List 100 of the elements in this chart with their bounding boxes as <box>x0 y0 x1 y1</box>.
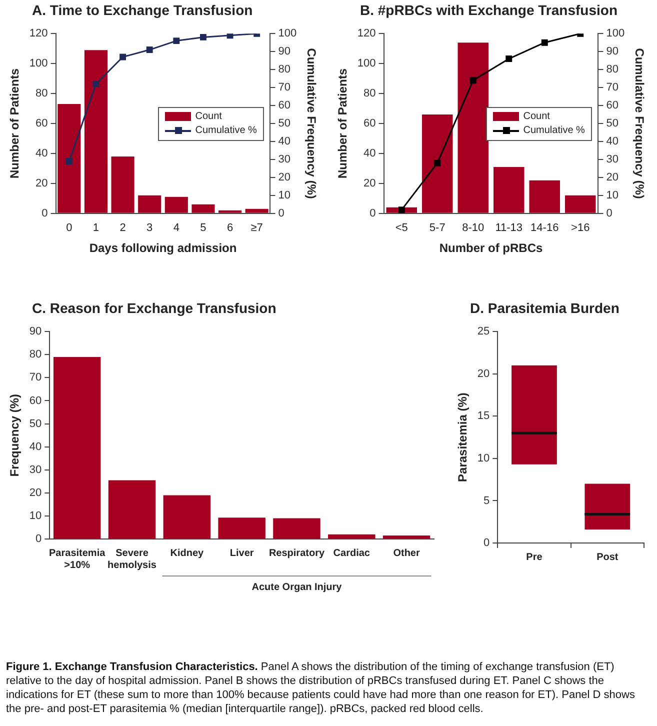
y-tick-label: 40 <box>36 148 48 160</box>
bar <box>382 536 430 538</box>
bar <box>138 195 162 213</box>
chart-title: B. #pRBCs with Exchange Transfusion <box>359 2 618 20</box>
bar <box>565 195 596 213</box>
y-tick-label: 70 <box>29 372 42 384</box>
bar <box>164 196 188 213</box>
x-tick-label: Kidney <box>170 548 204 559</box>
x-tick-label: Liver <box>230 548 254 559</box>
y-tick-label: 120 <box>357 28 376 40</box>
y2-tick-label: 60 <box>278 100 290 112</box>
y-tick-label: 20 <box>29 486 42 499</box>
y2-tick-label: 100 <box>278 28 297 40</box>
chart-title: C. Reason for Exchange Transfusion <box>31 300 278 318</box>
bar <box>53 356 101 538</box>
x-tick-label: 4 <box>173 222 180 234</box>
x-tick-label: 14-16 <box>530 222 559 234</box>
point <box>226 34 234 39</box>
y-tick-label: 20 <box>477 368 490 380</box>
point <box>506 56 512 62</box>
x-tick-label: Parasitemia >10% <box>49 548 106 571</box>
y-tick-label: 80 <box>36 88 48 100</box>
bar <box>108 480 156 538</box>
x-tick-label: 3 <box>146 222 153 234</box>
bar <box>529 180 560 213</box>
y2-tick-label: 100 <box>606 28 625 40</box>
bar <box>111 156 134 213</box>
x-tick-label: 6 <box>226 222 234 234</box>
x-tick-label: Respiratory <box>268 548 325 559</box>
y-tick-label: 0 <box>36 533 42 546</box>
chart-title: D. Parasitemia Burden <box>469 300 620 318</box>
text: Acute Organ Injury <box>252 582 342 593</box>
x-tick-label: 5-7 <box>429 222 446 234</box>
x-tick-label: 5 <box>200 222 206 234</box>
point <box>398 206 405 214</box>
y2-tick-label: 30 <box>606 153 618 166</box>
y2-tick-label: 50 <box>278 118 290 130</box>
legend-label: Cumulative % <box>523 125 585 136</box>
y-tick-label: 60 <box>29 394 42 407</box>
bar <box>422 114 453 213</box>
x-tick-label: 11-13 <box>495 222 523 234</box>
y-tick-label: 20 <box>36 177 48 190</box>
y-axis-title: Number of Patients <box>336 68 350 179</box>
bar <box>328 534 376 538</box>
y-tick-label: 25 <box>477 326 490 338</box>
y2-tick-label: 70 <box>606 82 618 94</box>
y2-tick-label: 10 <box>606 189 618 202</box>
x-tick-label: 8-10 <box>462 222 484 234</box>
point <box>66 158 72 164</box>
y-tick-label: 20 <box>364 177 376 190</box>
y2-tick-label: 20 <box>606 171 618 184</box>
y2-tick-label: 20 <box>278 171 290 184</box>
x-tick-label: Other <box>393 548 420 559</box>
point <box>434 160 441 166</box>
y2-tick-label: 0 <box>278 207 284 220</box>
point <box>200 34 206 40</box>
bar <box>192 204 215 213</box>
bar <box>273 518 320 538</box>
caption: Figure 1. Exchange Transfusion Characteristics. <box>6 661 258 673</box>
y-tick-label: 50 <box>29 418 42 430</box>
x-tick-label: Post <box>596 552 619 563</box>
y-tick-label: 0 <box>370 207 376 220</box>
chart-title: A. Time to Exchange Transfusion <box>31 2 254 20</box>
legend-label: Count <box>195 111 222 122</box>
x-tick-label: <5 <box>395 222 408 234</box>
y2-tick-label: 70 <box>278 82 290 94</box>
legend-label: Cumulative % <box>195 125 257 136</box>
y2-axis-title: Cumulative Frequency (%) <box>304 48 318 199</box>
bar <box>84 50 108 213</box>
x-tick-label: Pre <box>526 552 543 563</box>
bar <box>245 208 268 213</box>
x-tick-label: Cardiac <box>333 548 370 559</box>
y-tick-label: 100 <box>29 58 48 70</box>
y-axis-title: Frequency (%) <box>8 394 22 477</box>
point <box>120 54 126 60</box>
bar <box>218 518 266 538</box>
y-tick-label: 120 <box>29 28 48 40</box>
y-axis-title: Parasitemia (%) <box>456 392 470 482</box>
x-tick-label: >16 <box>571 222 590 234</box>
y2-tick-label: 90 <box>606 46 618 58</box>
y-tick-label: 30 <box>29 464 42 476</box>
bar <box>163 495 211 538</box>
y2-tick-label: 60 <box>606 100 618 112</box>
y-tick-label: 60 <box>364 118 376 130</box>
y2-tick-label: 40 <box>606 136 618 148</box>
x-tick-label: ≥7 <box>250 222 263 234</box>
y-tick-label: 0 <box>42 207 48 220</box>
y-axis-title: Number of Patients <box>8 68 22 179</box>
y-tick-label: 100 <box>357 58 376 70</box>
y-tick-label: 40 <box>364 148 376 160</box>
y2-tick-label: 80 <box>606 64 618 76</box>
x-axis-title: Days following admission <box>89 241 237 256</box>
y-tick-label: 40 <box>29 440 42 453</box>
x-tick-label: 1 <box>92 222 100 234</box>
y-tick-label: 15 <box>477 410 490 422</box>
bar <box>218 210 242 213</box>
y-tick-label: 10 <box>477 452 490 464</box>
y-tick-label: 80 <box>364 88 376 100</box>
y2-tick-label: 0 <box>606 207 612 220</box>
y2-tick-label: 40 <box>278 136 290 148</box>
